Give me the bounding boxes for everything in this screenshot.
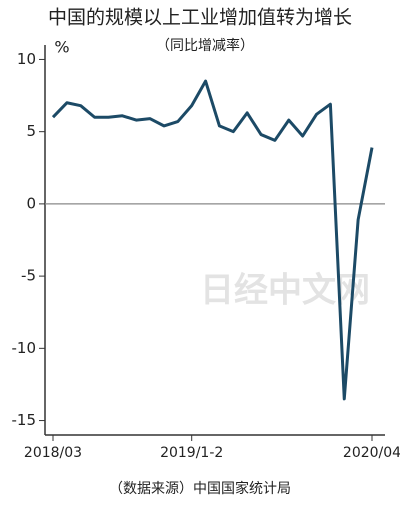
data-line [51,79,374,401]
y-tick-label: 10 [17,50,36,68]
x-tick-label: 2020/04 [343,445,400,461]
y-tick-label: -15 [12,411,37,429]
watermark: 日经中文网 [200,271,370,311]
x-tick-label: 2019/1-2 [160,445,223,461]
y-tick-label: 5 [26,122,36,140]
x-tick-label: 2018/03 [24,445,82,461]
y-tick-label: 0 [26,194,36,212]
source-note: （数据来源）中国国家统计局 [109,480,291,497]
chart-title: 中国的规模以上工业增加值转为增长 [48,7,352,29]
y-unit: % [54,38,69,57]
y-tick-label: -5 [21,267,36,285]
y-tick-label: -10 [12,339,37,357]
chart-subtitle: （同比增减率） [156,37,254,54]
